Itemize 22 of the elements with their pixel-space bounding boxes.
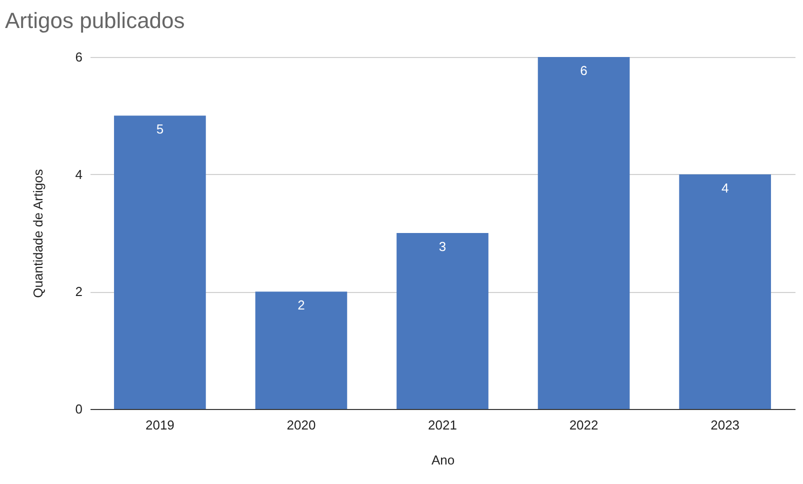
chart-title: Artigos publicados: [5, 8, 185, 33]
y-tick-label: 4: [75, 166, 82, 182]
x-tick-label: 2023: [710, 418, 740, 432]
bar: [538, 57, 630, 409]
x-tick-label: 2022: [569, 418, 598, 432]
y-tick-label: 0: [75, 402, 82, 416]
y-tick-label: 2: [75, 284, 82, 300]
data-label: 4: [721, 180, 729, 196]
y-tick-label: 6: [75, 50, 82, 64]
x-axis-title: Ano: [431, 452, 455, 468]
y-axis-title: Quantidade de Artigos: [30, 168, 46, 298]
bar: [255, 292, 348, 409]
bar: [114, 116, 206, 409]
bar: [679, 174, 771, 409]
x-tick-label: 2021: [428, 418, 457, 432]
data-label: 3: [438, 239, 446, 254]
bar: [396, 233, 488, 409]
x-tick-label: 2019: [145, 418, 174, 432]
data-label: 6: [580, 63, 588, 78]
x-tick-label: 2020: [286, 418, 316, 432]
data-label: 2: [298, 298, 305, 313]
data-label: 5: [156, 122, 164, 137]
